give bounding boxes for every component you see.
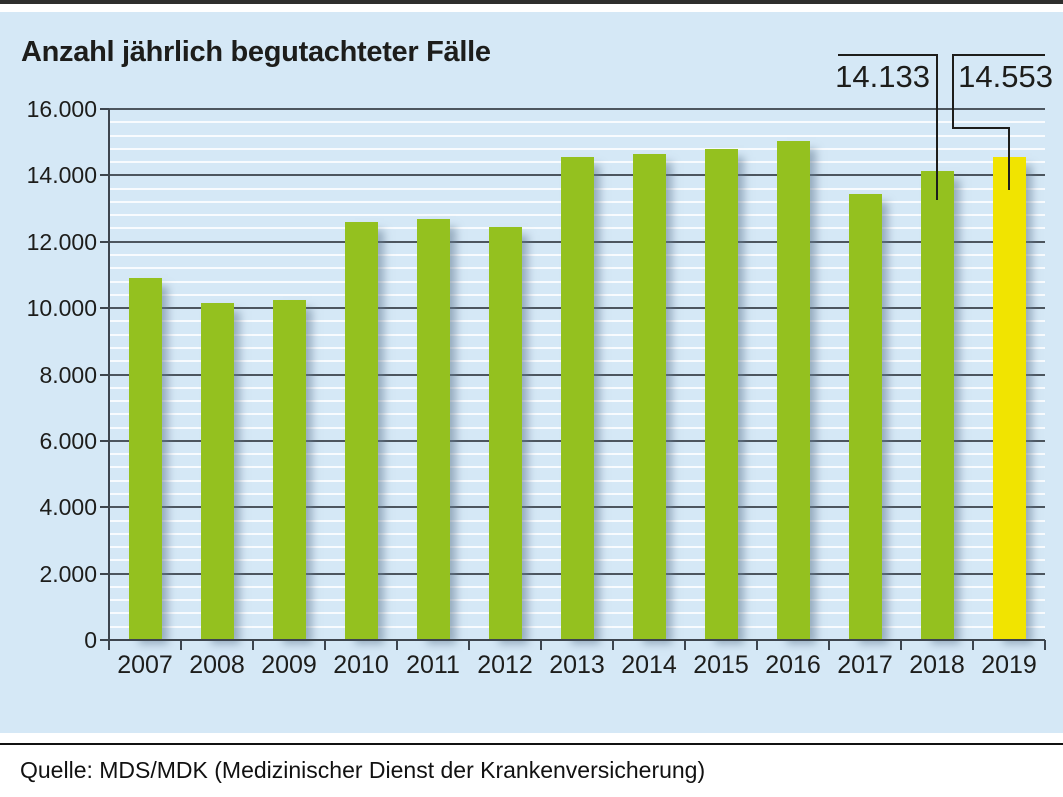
bar-2012	[489, 227, 522, 640]
y-axis-tick	[100, 174, 109, 176]
x-axis-label-2011: 2011	[406, 651, 460, 679]
callout-2019-line	[1008, 127, 1010, 190]
x-axis-tick	[684, 640, 686, 650]
y-axis-label: 2.000	[39, 561, 97, 587]
x-axis-label-2013: 2013	[549, 651, 605, 679]
x-axis-tick	[900, 640, 902, 650]
y-axis-tick	[100, 108, 109, 110]
y-axis-tick	[100, 440, 109, 442]
x-axis-label-2017: 2017	[837, 651, 893, 679]
chart-title: Anzahl jährlich begutachteter Fälle	[21, 36, 491, 68]
x-axis-tick	[252, 640, 254, 650]
y-axis-tick	[100, 573, 109, 575]
bar-2011	[417, 219, 450, 640]
x-axis-tick	[972, 640, 974, 650]
x-axis-tick	[180, 640, 182, 650]
bar-2009	[273, 300, 306, 640]
bar-2019	[993, 157, 1026, 640]
x-axis-label-2018: 2018	[909, 651, 965, 679]
y-axis-label: 0	[84, 627, 97, 653]
callout-2019-value: 14.553	[958, 59, 1053, 94]
y-axis-label: 6.000	[39, 428, 97, 454]
x-axis-label-2007: 2007	[117, 651, 173, 679]
x-axis-label-2008: 2008	[189, 651, 245, 679]
x-axis-tick	[828, 640, 830, 650]
x-axis-label-2015: 2015	[693, 651, 749, 679]
y-axis-label: 8.000	[39, 362, 97, 388]
y-axis-tick	[100, 241, 109, 243]
x-axis-label-2014: 2014	[621, 651, 677, 679]
bar-2017	[849, 194, 882, 640]
x-axis-tick	[324, 640, 326, 650]
bar-2018	[921, 171, 954, 640]
major-gridline	[109, 108, 1045, 110]
footer-rule	[0, 743, 1063, 745]
bar-2007	[129, 278, 162, 640]
x-axis-tick	[540, 640, 542, 650]
x-axis-label-2009: 2009	[261, 651, 317, 679]
y-axis-label: 14.000	[26, 162, 97, 188]
bar-2008	[201, 303, 234, 640]
y-axis-line	[108, 109, 110, 640]
bar-2015	[705, 149, 738, 640]
minor-gridline	[109, 121, 1045, 123]
minor-gridline	[109, 135, 1045, 137]
x-axis-label-2010: 2010	[333, 651, 389, 679]
source-text: Quelle: MDS/MDK (Medizinischer Dienst de…	[20, 757, 706, 783]
bar-2014	[633, 154, 666, 640]
x-axis-label-2019: 2019	[981, 651, 1037, 679]
bar-2013	[561, 157, 594, 640]
callout-2019-elbow	[952, 127, 1009, 129]
x-axis-tick	[468, 640, 470, 650]
x-axis-line	[100, 639, 1045, 641]
y-axis-label: 4.000	[39, 494, 97, 520]
x-axis-label-2012: 2012	[477, 651, 533, 679]
x-axis-label-2016: 2016	[765, 651, 821, 679]
y-axis-tick	[100, 374, 109, 376]
y-axis-label: 10.000	[26, 295, 97, 321]
bar-2010	[345, 222, 378, 640]
callout-2018-line	[936, 54, 938, 200]
x-axis-tick	[612, 640, 614, 650]
plot-area: 0 2.000 4.000 6.000 8.000 10.000 12.000 14.000 1…	[0, 12, 1063, 733]
x-axis-tick	[756, 640, 758, 650]
chart-panel: 0 2.000 4.000 6.000 8.000 10.000 12.000 14.000 1…	[0, 12, 1063, 733]
callout-2018-value: 14.133	[835, 59, 930, 94]
callout-2018-rule	[838, 54, 937, 56]
y-axis-tick	[100, 307, 109, 309]
y-axis-tick	[100, 506, 109, 508]
y-axis-label: 12.000	[26, 229, 97, 255]
callout-2019-left	[952, 54, 954, 129]
bar-2016	[777, 141, 810, 640]
x-axis-tick	[1044, 640, 1046, 650]
y-axis-label: 16.000	[26, 96, 97, 122]
x-axis-tick	[108, 640, 110, 650]
minor-gridline	[109, 148, 1045, 150]
top-rule	[0, 0, 1063, 4]
x-axis-tick	[396, 640, 398, 650]
callout-2019-rule	[952, 54, 1045, 56]
